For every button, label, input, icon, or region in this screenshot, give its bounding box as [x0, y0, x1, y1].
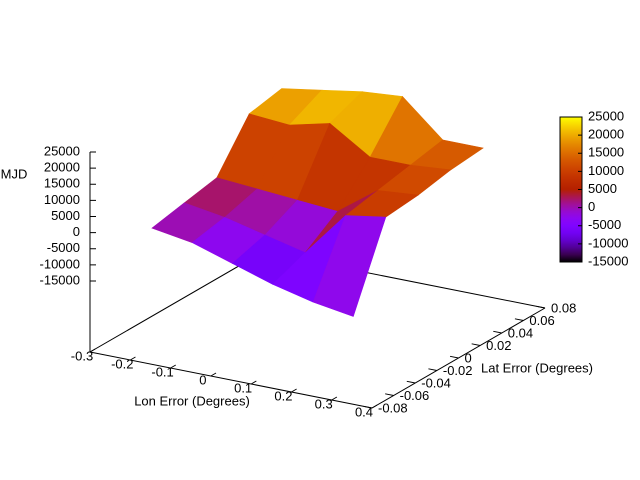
- z-tick-label: 20000: [44, 160, 80, 175]
- colorbar-tick-label: 0: [588, 199, 595, 214]
- x-tick: [170, 364, 177, 369]
- z-tick-label: -10000: [40, 256, 80, 271]
- x-tick: [89, 348, 96, 353]
- colorbar-tick-label: -5000: [588, 217, 621, 232]
- y-tick-label: 0.02: [486, 338, 511, 353]
- z-tick-label: 10000: [44, 192, 80, 207]
- y-tick-label: 0.06: [529, 313, 554, 328]
- x-tick-label: 0: [199, 372, 206, 387]
- y-tick: [471, 343, 481, 346]
- z-tick-label: 15000: [44, 176, 80, 191]
- y-tick-label: -0.04: [421, 375, 451, 390]
- base-border: [89, 351, 373, 409]
- y-tick-label: -0.08: [378, 400, 408, 415]
- y-tick: [514, 318, 524, 321]
- z-tick-label: -15000: [40, 272, 80, 287]
- colorbar-tick-label: 10000: [588, 163, 624, 178]
- y-tick-label: 0.04: [508, 325, 533, 340]
- surface-cell: [312, 215, 387, 317]
- x-tick: [210, 372, 217, 377]
- z-tick-label: 5000: [51, 208, 80, 223]
- x-tick-label: 0.1: [234, 380, 252, 395]
- y-tick-label: 0: [465, 350, 472, 365]
- y-tick: [363, 405, 373, 409]
- colorbar-tick-label: 20000: [588, 127, 624, 142]
- x-tick: [291, 388, 297, 393]
- x-tick: [371, 404, 378, 409]
- y-tick-label: -0.02: [443, 363, 473, 378]
- y-tick-label: 0.08: [551, 300, 576, 315]
- colorbar-tick-label: -15000: [588, 253, 628, 268]
- z-tick-label: 25000: [44, 143, 80, 158]
- z-tick-label: -5000: [47, 240, 80, 255]
- y-tick: [385, 393, 394, 396]
- x-tick-label: -0.3: [71, 348, 93, 363]
- x-tick-label: 0.2: [274, 388, 292, 403]
- x-tick-label: 0.3: [315, 396, 333, 411]
- y-tick: [406, 380, 416, 384]
- surface: [151, 88, 484, 317]
- y-tick: [493, 330, 502, 334]
- colorbar-tick-label: 15000: [588, 145, 624, 160]
- x-tick: [331, 396, 338, 401]
- x-tick-label: -0.1: [151, 364, 173, 379]
- base-border: [89, 251, 264, 353]
- x-axis-label: Lon Error (Degrees): [134, 393, 250, 408]
- y-tick: [449, 355, 459, 359]
- z-axis-label: MJD: [1, 166, 28, 181]
- y-tick-label: -0.06: [400, 388, 430, 403]
- colorbar-tick-label: -10000: [588, 235, 628, 250]
- x-tick: [130, 356, 136, 361]
- x-tick: [250, 380, 257, 385]
- x-tick-label: -0.2: [111, 356, 133, 371]
- y-tick: [536, 305, 546, 309]
- colorbar-tick-label: 5000: [588, 181, 617, 196]
- colorbar-tick-label: 25000: [588, 108, 624, 123]
- y-axis-label: Lat Error (Degrees): [481, 360, 593, 375]
- y-tick: [428, 368, 437, 371]
- x-tick-label: 0.4: [355, 404, 373, 419]
- z-tick-label: 0: [73, 224, 80, 239]
